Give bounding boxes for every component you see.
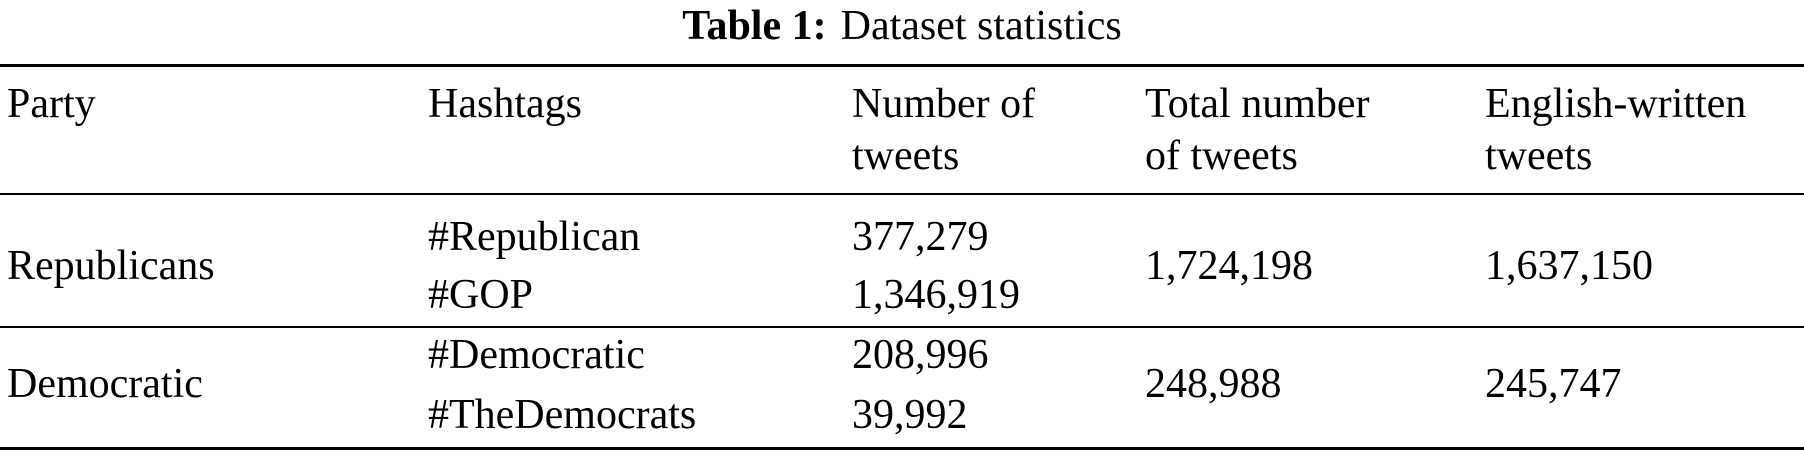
row-republicans-hashtag-2: #GOP — [428, 272, 534, 318]
top-rule — [0, 64, 1804, 67]
row-democratic-total: 248,988 — [1145, 361, 1282, 407]
row-democratic-hashtag-2: #TheDemocrats — [428, 392, 697, 438]
row-republicans-english: 1,637,150 — [1485, 243, 1653, 289]
header-hashtags: Hashtags — [428, 81, 582, 127]
row-democratic-english: 245,747 — [1485, 361, 1622, 407]
row-republicans-num-tweets-1: 377,279 — [852, 214, 989, 260]
row-republicans-party: Republicans — [7, 243, 215, 289]
header-english-written-tweets: English-written tweets — [1485, 78, 1746, 182]
bottom-rule — [0, 447, 1804, 450]
header-number-of-tweets-line1: Number of — [852, 81, 1036, 127]
header-total-line1: Total number — [1145, 81, 1370, 127]
row-republicans-num-tweets-2: 1,346,919 — [852, 272, 1020, 318]
header-english-line1: English-written — [1485, 81, 1747, 127]
header-rule — [0, 193, 1804, 195]
row-democratic-num-tweets-2: 39,992 — [852, 392, 968, 438]
header-english-line2: tweets — [1485, 133, 1593, 179]
header-number-of-tweets-line2: tweets — [852, 133, 960, 179]
header-total-number-of-tweets: Total number of tweets — [1145, 78, 1370, 182]
header-party: Party — [7, 81, 96, 127]
row-democratic-hashtag-1: #Democratic — [428, 332, 645, 378]
row-republicans-hashtag-1: #Republican — [428, 214, 641, 260]
caption-text: Dataset statistics — [840, 3, 1122, 49]
row-separator-rule — [0, 326, 1804, 328]
header-total-line2: of tweets — [1145, 133, 1298, 179]
row-democratic-num-tweets-1: 208,996 — [852, 332, 989, 378]
row-democratic-party: Democratic — [7, 361, 203, 407]
header-number-of-tweets: Number of tweets — [852, 78, 1035, 182]
caption-label: Table 1: — [682, 3, 827, 49]
table-caption: Table 1: Dataset statistics — [0, 0, 1804, 50]
row-republicans-total: 1,724,198 — [1145, 243, 1313, 289]
